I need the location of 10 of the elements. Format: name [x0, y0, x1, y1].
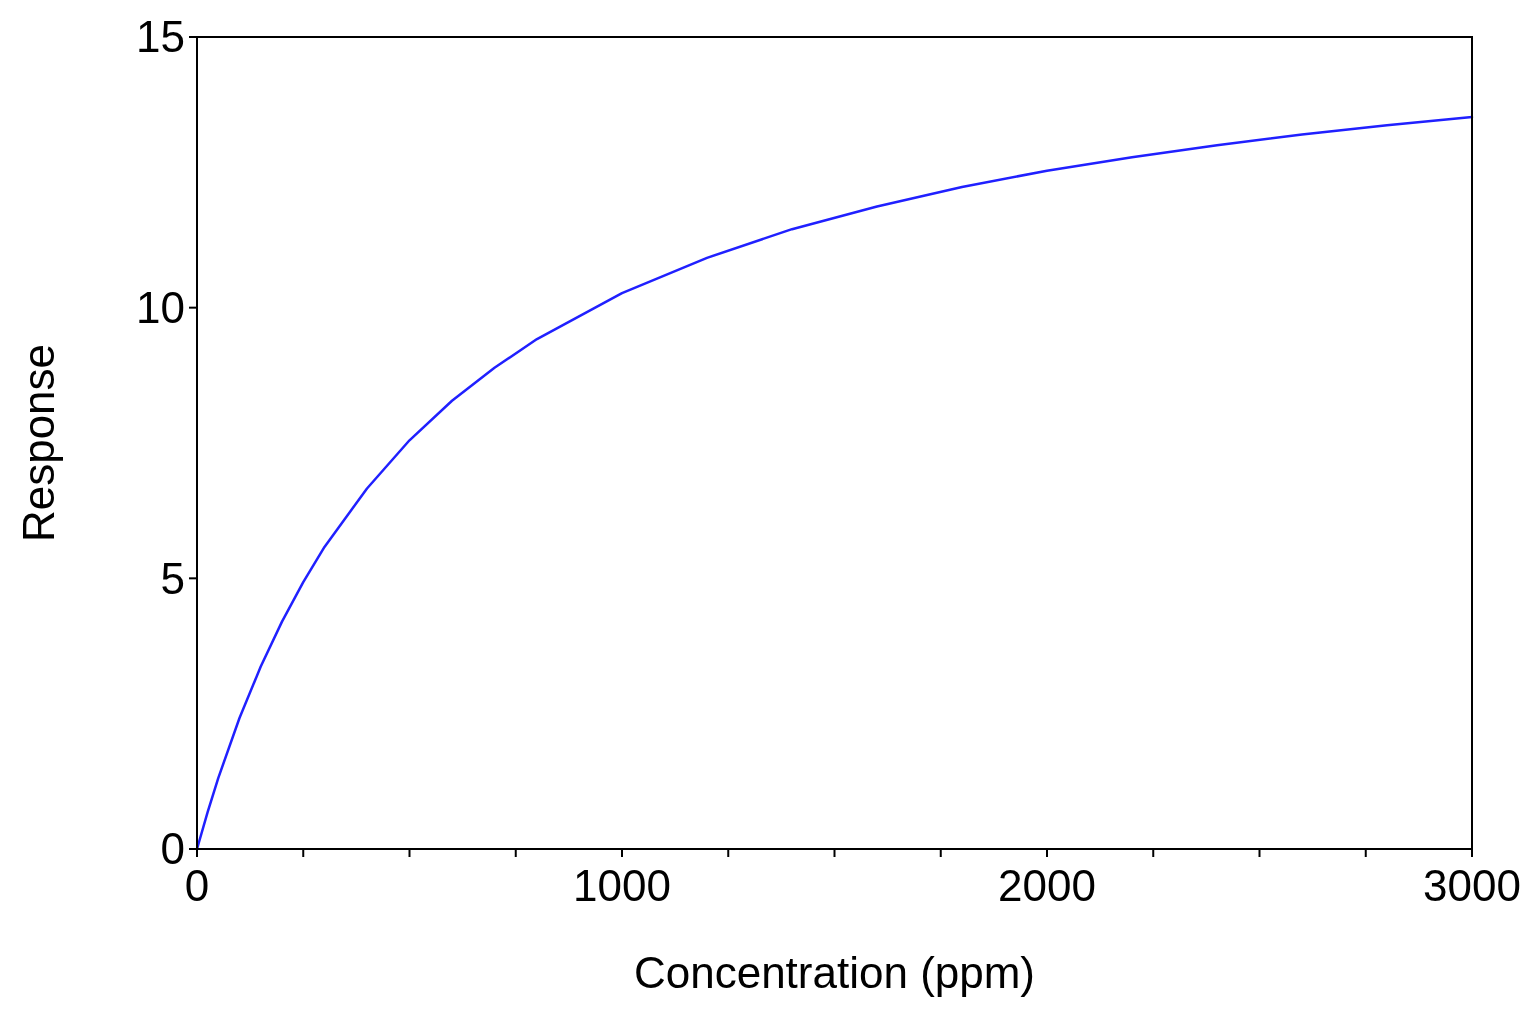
y-tick-label: 0 [160, 824, 185, 874]
x-tick-label: 1000 [573, 861, 671, 910]
y-tick-label: 5 [160, 553, 185, 603]
y-axis-title: Response [14, 343, 63, 543]
y-tick-label: 15 [136, 12, 185, 62]
line-series [195, 115, 1474, 851]
x-axis-title: Concentration (ppm) [633, 948, 1036, 997]
x-tick-label: 2000 [998, 861, 1096, 910]
y-tick-label: 10 [136, 283, 185, 333]
x-tick-label: 3000 [1423, 861, 1521, 910]
